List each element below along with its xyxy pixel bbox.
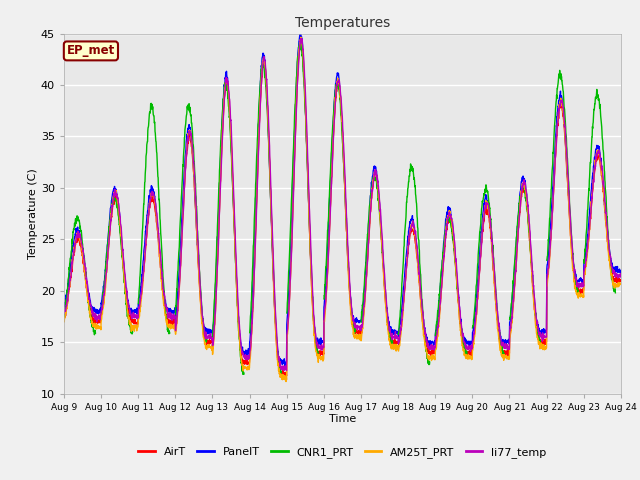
- AM25T_PRT: [505, 356, 513, 362]
- Line: AM25T_PRT: AM25T_PRT: [64, 37, 621, 382]
- AM25T_PRT: [216, 213, 223, 218]
- CNR1_PRT: [216, 167, 223, 173]
- PanelT: [371, 166, 379, 171]
- PanelT: [60, 305, 68, 311]
- Line: PanelT: PanelT: [64, 34, 621, 367]
- CNR1_PRT: [584, 213, 591, 218]
- li77_temp: [60, 310, 68, 316]
- AirT: [505, 351, 513, 357]
- PanelT: [584, 232, 591, 238]
- Text: EP_met: EP_met: [67, 44, 115, 58]
- PanelT: [617, 268, 625, 274]
- PanelT: [281, 364, 289, 370]
- PanelT: [216, 189, 223, 195]
- AirT: [60, 316, 68, 322]
- Line: AirT: AirT: [64, 42, 621, 376]
- AM25T_PRT: [359, 322, 367, 327]
- AirT: [371, 174, 379, 180]
- Title: Temperatures: Temperatures: [295, 16, 390, 30]
- AirT: [584, 246, 591, 252]
- PanelT: [505, 340, 513, 346]
- CNR1_PRT: [60, 317, 68, 323]
- PanelT: [359, 304, 367, 310]
- X-axis label: Time: Time: [329, 414, 356, 424]
- AirT: [216, 211, 223, 216]
- AM25T_PRT: [617, 281, 625, 287]
- CNR1_PRT: [371, 176, 379, 181]
- AM25T_PRT: [60, 318, 68, 324]
- AM25T_PRT: [584, 249, 591, 255]
- li77_temp: [568, 241, 576, 247]
- CNR1_PRT: [568, 239, 575, 244]
- AM25T_PRT: [297, 35, 305, 40]
- PanelT: [296, 31, 304, 36]
- li77_temp: [216, 214, 223, 220]
- Y-axis label: Temperature (C): Temperature (C): [28, 168, 38, 259]
- AirT: [359, 318, 367, 324]
- CNR1_PRT: [359, 303, 367, 309]
- Legend: AirT, PanelT, CNR1_PRT, AM25T_PRT, li77_temp: AirT, PanelT, CNR1_PRT, AM25T_PRT, li77_…: [134, 443, 551, 462]
- li77_temp: [584, 244, 591, 250]
- AirT: [297, 39, 305, 45]
- AM25T_PRT: [371, 170, 379, 176]
- AirT: [283, 373, 291, 379]
- li77_temp: [283, 368, 291, 373]
- Line: li77_temp: li77_temp: [64, 38, 621, 371]
- AM25T_PRT: [282, 379, 290, 384]
- li77_temp: [371, 167, 379, 173]
- li77_temp: [359, 316, 367, 322]
- AirT: [617, 276, 625, 282]
- PanelT: [568, 245, 576, 251]
- li77_temp: [298, 36, 305, 41]
- AirT: [568, 255, 576, 261]
- li77_temp: [505, 344, 513, 349]
- li77_temp: [617, 272, 625, 278]
- Line: CNR1_PRT: CNR1_PRT: [64, 42, 616, 375]
- AM25T_PRT: [568, 256, 576, 262]
